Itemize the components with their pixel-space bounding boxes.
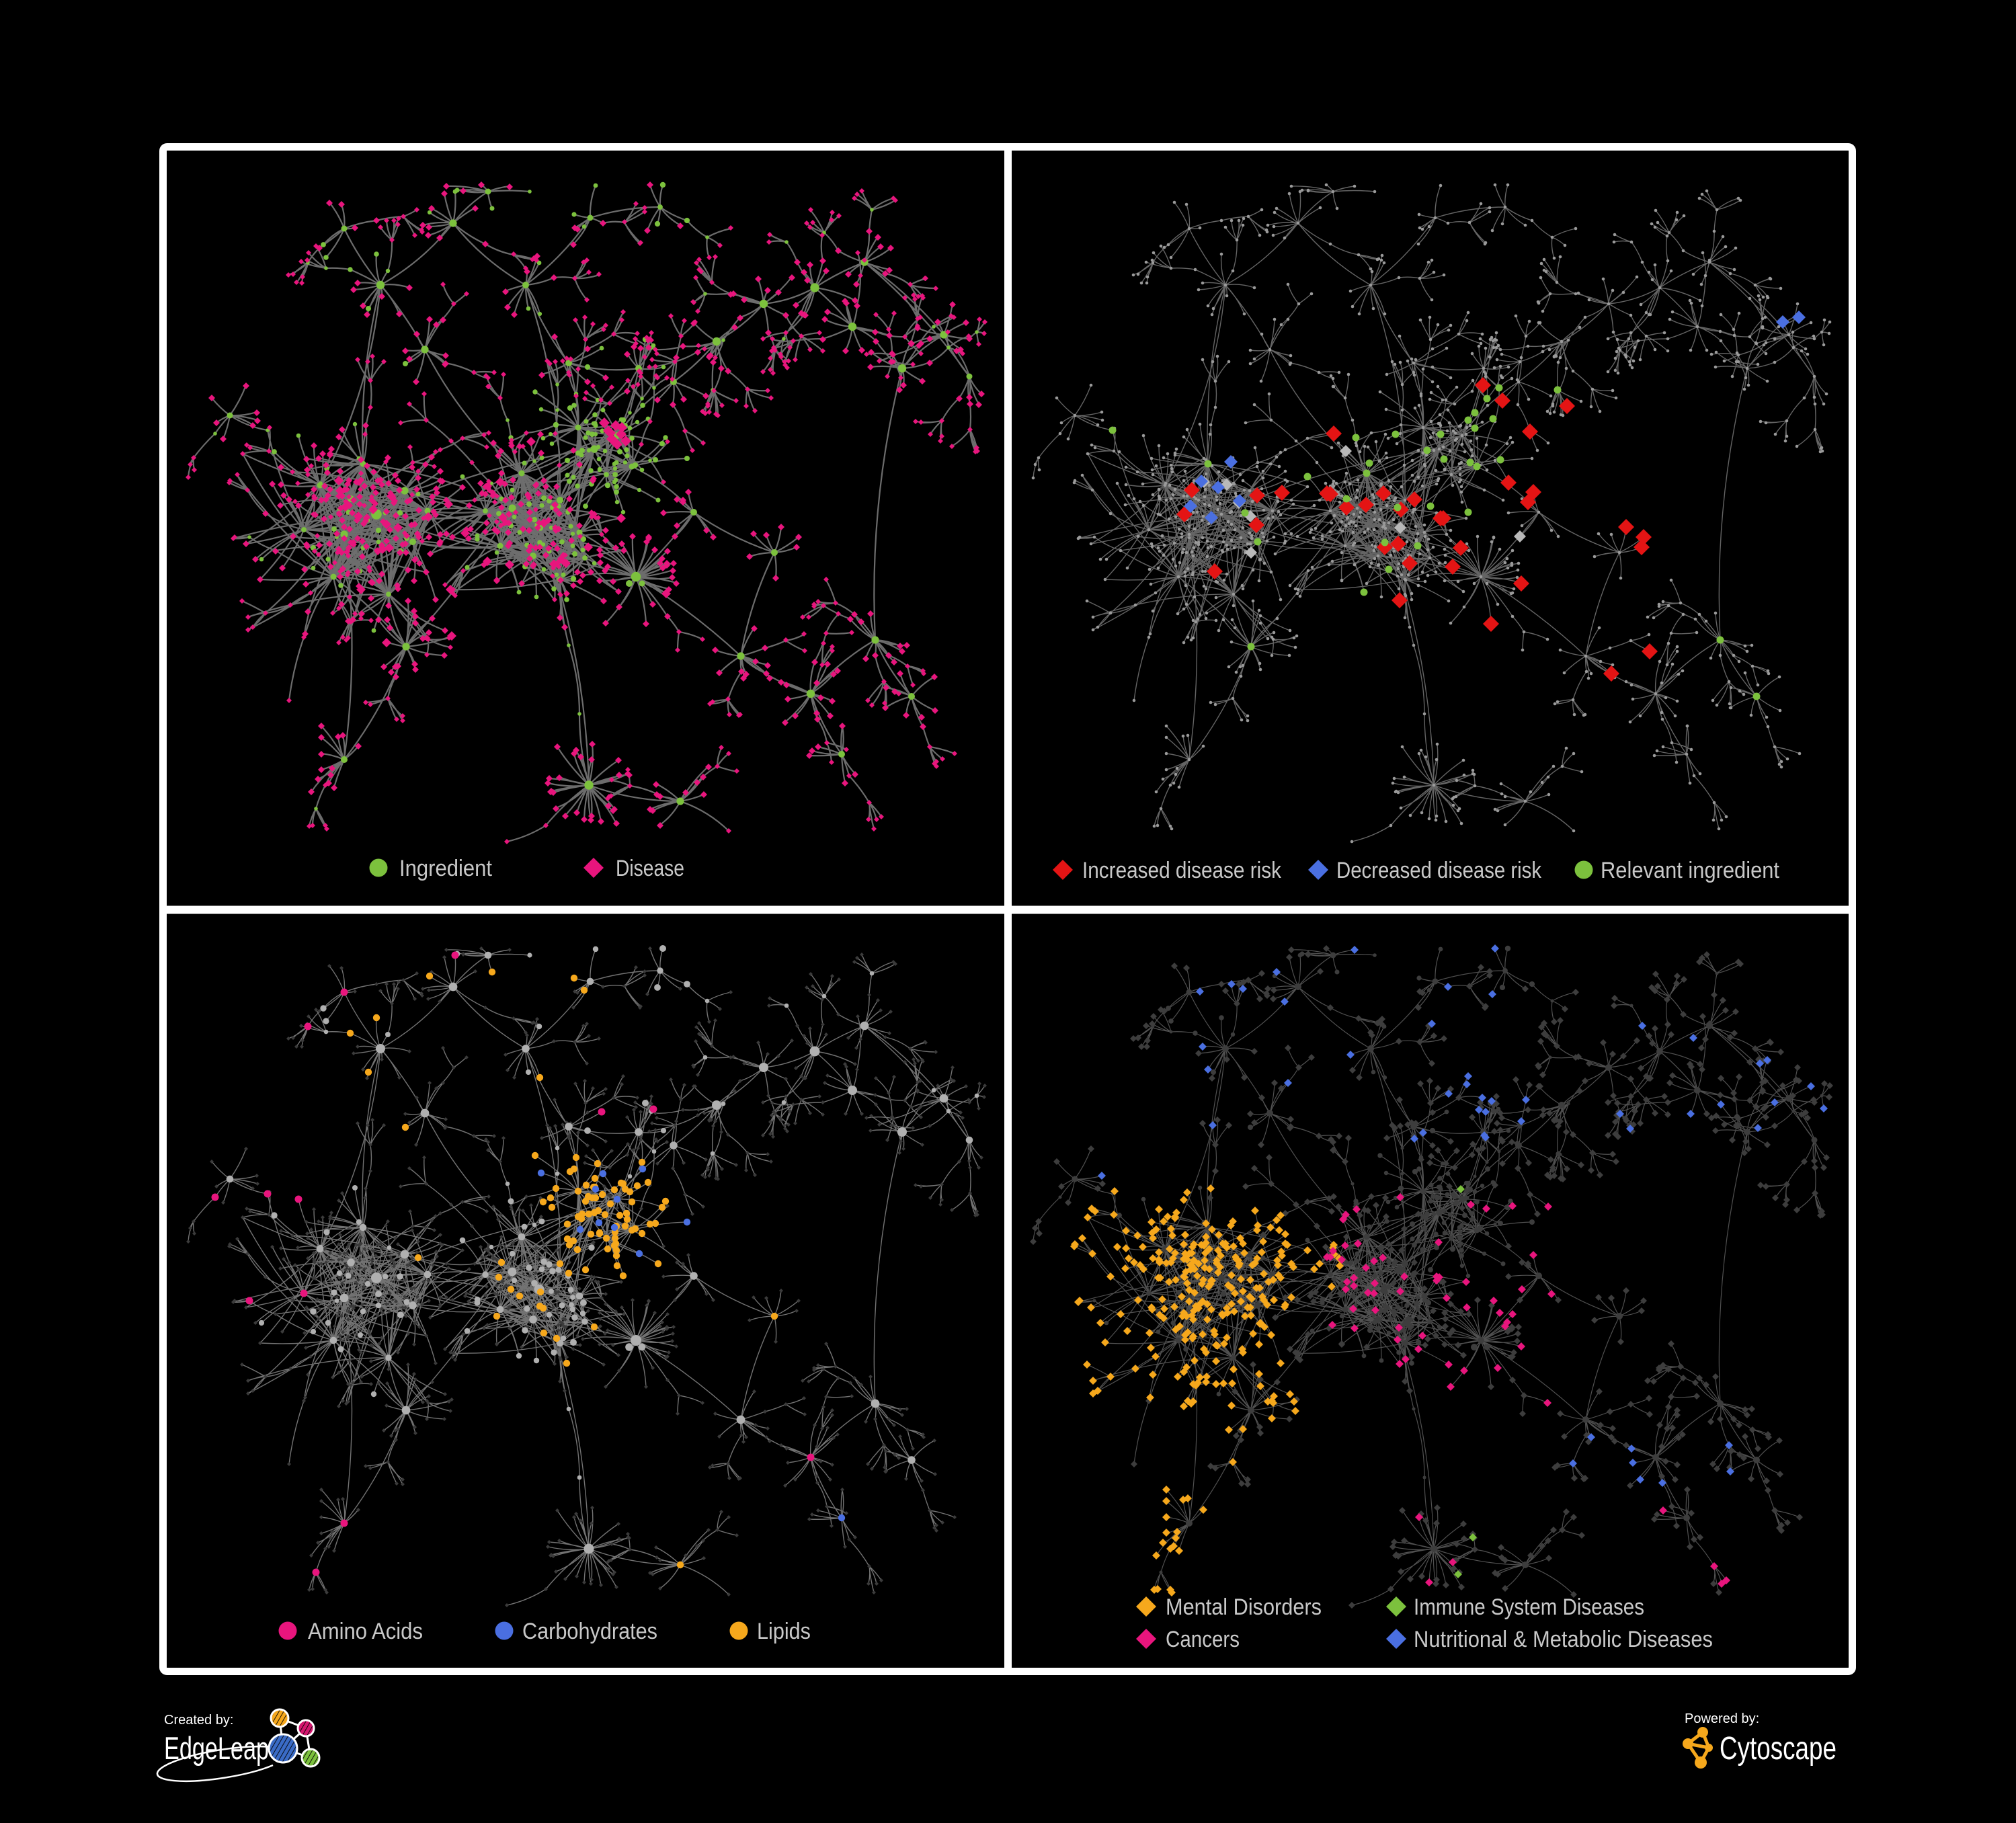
svg-text:Nutritional & Metabolic Diseas: Nutritional & Metabolic Diseases [1414, 1627, 1713, 1652]
svg-text:EdgeLeap: EdgeLeap [164, 1730, 269, 1766]
svg-text:Mental Disorders: Mental Disorders [1166, 1594, 1322, 1620]
svg-text:Amino Acids: Amino Acids [308, 1619, 423, 1644]
svg-text:Created by:: Created by: [164, 1713, 233, 1728]
svg-text:Disease: Disease [616, 856, 684, 881]
svg-text:Increased disease risk: Increased disease risk [1082, 858, 1282, 883]
svg-text:Ingredient: Ingredient [399, 856, 492, 881]
svg-text:Relevant ingredient: Relevant ingredient [1601, 858, 1780, 883]
svg-text:Immune System Diseases: Immune System Diseases [1414, 1594, 1644, 1620]
svg-text:Powered by:: Powered by: [1685, 1711, 1759, 1726]
svg-text:Cytoscape: Cytoscape [1720, 1731, 1837, 1767]
svg-text:Cancers: Cancers [1166, 1627, 1240, 1652]
svg-text:Lipids: Lipids [757, 1619, 811, 1644]
svg-text:Decreased disease risk: Decreased disease risk [1336, 858, 1542, 883]
svg-text:Carbohydrates: Carbohydrates [522, 1619, 657, 1644]
